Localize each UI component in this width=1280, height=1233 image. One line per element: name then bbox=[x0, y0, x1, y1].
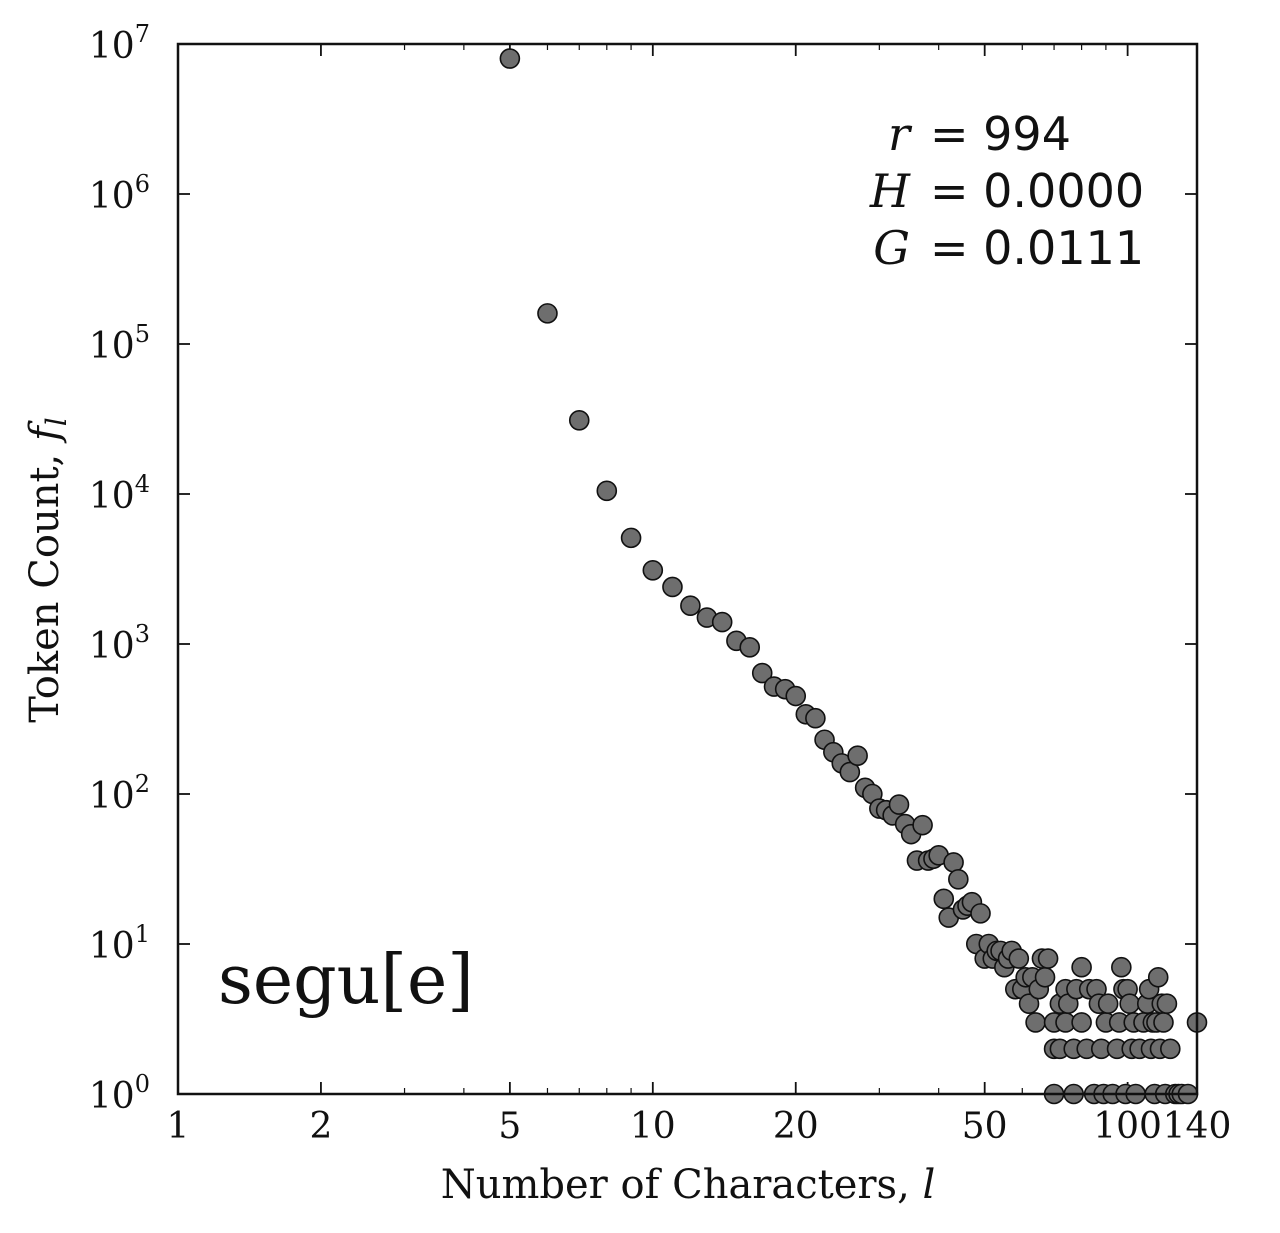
data-point bbox=[739, 637, 761, 658]
x-tick-label: 2 bbox=[309, 1106, 332, 1147]
data-point bbox=[1111, 956, 1132, 978]
g-stat-value: = 0.0111 bbox=[930, 221, 1144, 275]
points-layer bbox=[499, 48, 1208, 1105]
data-point bbox=[970, 903, 991, 924]
y-tick-label: 100 bbox=[89, 1070, 150, 1117]
data-point bbox=[1071, 956, 1092, 978]
data-point bbox=[785, 685, 807, 707]
data-point bbox=[839, 761, 861, 783]
data-point bbox=[1037, 948, 1059, 969]
data-point bbox=[680, 595, 701, 617]
y-tick-label: 103 bbox=[89, 620, 150, 667]
data-point bbox=[751, 662, 773, 684]
g-stat-label: G bbox=[873, 221, 910, 275]
x-tick-label: 100 bbox=[1093, 1106, 1162, 1147]
data-point bbox=[912, 814, 933, 836]
data-point bbox=[943, 852, 964, 873]
x-axis-label: Number of Characters, l bbox=[441, 1162, 936, 1208]
data-point bbox=[620, 527, 642, 549]
data-point bbox=[1034, 966, 1056, 988]
y-tick-label: 107 bbox=[89, 20, 150, 67]
h-stat-value: = 0.0000 bbox=[930, 164, 1144, 218]
data-point bbox=[596, 480, 618, 502]
h-stat-label: H bbox=[869, 164, 911, 218]
x-tick-label: 5 bbox=[498, 1106, 521, 1147]
r-stat-value: = 994 bbox=[930, 107, 1071, 161]
data-point bbox=[568, 409, 590, 431]
data-point bbox=[662, 576, 683, 598]
y-tick-label: 105 bbox=[89, 320, 150, 367]
r-stat-label: r bbox=[888, 107, 913, 161]
y-tick-label: 101 bbox=[89, 920, 150, 967]
data-point bbox=[933, 888, 955, 910]
y-tick-label: 106 bbox=[89, 170, 150, 217]
data-point bbox=[948, 868, 969, 890]
data-point bbox=[1160, 1038, 1181, 1060]
x-tick-label: 10 bbox=[630, 1106, 676, 1147]
data-point bbox=[1018, 993, 1040, 1014]
data-point bbox=[1097, 993, 1119, 1014]
data-point bbox=[847, 745, 868, 767]
data-point bbox=[1119, 993, 1140, 1014]
plot-frame bbox=[176, 42, 1199, 1096]
x-tick-label: 50 bbox=[962, 1106, 1008, 1147]
y-tick-label: 102 bbox=[89, 770, 150, 817]
data-point bbox=[888, 794, 910, 815]
data-point bbox=[499, 48, 521, 69]
data-point bbox=[1071, 1012, 1092, 1033]
x-tick-label: 1 bbox=[167, 1106, 190, 1147]
data-point bbox=[1025, 1012, 1046, 1033]
data-point bbox=[537, 303, 558, 324]
y-tick-label: 104 bbox=[89, 470, 150, 517]
data-point bbox=[1153, 1012, 1174, 1033]
data-point bbox=[1156, 993, 1178, 1014]
y-axis-label: Token Count, fl bbox=[22, 417, 73, 723]
word-tag-label: segu[e] bbox=[218, 941, 474, 1020]
x-tick-label: 20 bbox=[773, 1106, 819, 1147]
data-point bbox=[642, 559, 664, 581]
x-tick-label: 140 bbox=[1163, 1106, 1232, 1147]
data-point bbox=[805, 707, 826, 729]
data-point bbox=[711, 611, 733, 633]
data-point bbox=[1008, 948, 1030, 969]
data-point bbox=[1147, 966, 1169, 988]
